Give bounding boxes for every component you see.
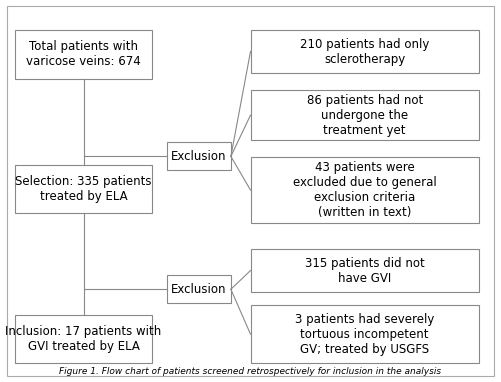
Text: Total patients with
varicose veins: 674: Total patients with varicose veins: 674: [26, 40, 141, 68]
Text: Exclusion: Exclusion: [171, 283, 226, 296]
Text: Selection: 335 patients
treated by ELA: Selection: 335 patients treated by ELA: [16, 175, 152, 203]
Text: Inclusion: 17 patients with
GVI treated by ELA: Inclusion: 17 patients with GVI treated …: [6, 325, 162, 353]
FancyBboxPatch shape: [15, 165, 152, 214]
FancyBboxPatch shape: [250, 305, 479, 363]
FancyBboxPatch shape: [15, 314, 152, 363]
FancyBboxPatch shape: [167, 142, 231, 170]
FancyBboxPatch shape: [250, 249, 479, 292]
FancyBboxPatch shape: [167, 275, 231, 303]
FancyBboxPatch shape: [250, 90, 479, 141]
Text: 210 patients had only
sclerotherapy: 210 patients had only sclerotherapy: [300, 37, 429, 66]
FancyBboxPatch shape: [250, 157, 479, 223]
Text: 3 patients had severely
tortuous incompetent
GV; treated by USGFS: 3 patients had severely tortuous incompe…: [295, 313, 434, 356]
Text: 315 patients did not
have GVI: 315 patients did not have GVI: [305, 257, 424, 285]
Text: 43 patients were
excluded due to general
exclusion criteria
(written in text): 43 patients were excluded due to general…: [293, 161, 436, 219]
Text: Figure 1. Flow chart of patients screened retrospectively for inclusion in the a: Figure 1. Flow chart of patients screene…: [60, 367, 441, 376]
Text: Exclusion: Exclusion: [171, 150, 226, 163]
FancyBboxPatch shape: [15, 30, 152, 79]
FancyBboxPatch shape: [250, 30, 479, 73]
Text: 86 patients had not
undergone the
treatment yet: 86 patients had not undergone the treatm…: [307, 94, 423, 137]
